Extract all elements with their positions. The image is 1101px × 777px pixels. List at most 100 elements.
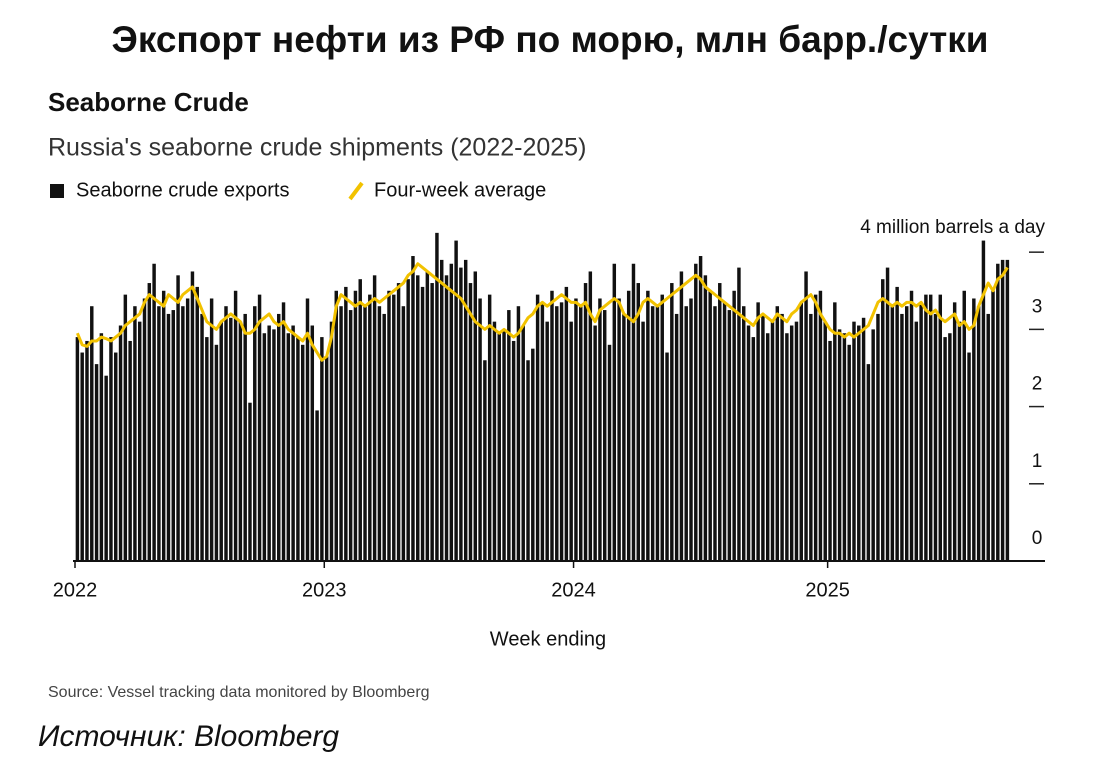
bar xyxy=(377,306,382,561)
bar xyxy=(919,302,923,561)
bar xyxy=(1005,259,1010,561)
bar xyxy=(396,283,401,561)
bar xyxy=(948,333,952,561)
bar xyxy=(248,402,252,561)
bar xyxy=(444,275,449,561)
bar xyxy=(449,263,454,561)
bar xyxy=(85,340,89,561)
bar xyxy=(962,290,966,561)
bar xyxy=(976,306,981,561)
bar xyxy=(382,313,386,561)
bar xyxy=(689,298,693,561)
bar xyxy=(924,294,928,561)
bar xyxy=(559,302,564,561)
bar xyxy=(526,360,530,561)
bar xyxy=(142,298,147,561)
bar xyxy=(914,321,919,561)
bar xyxy=(267,325,271,561)
bar xyxy=(895,286,899,561)
bar xyxy=(123,294,128,561)
bar xyxy=(80,352,84,561)
bar xyxy=(593,325,597,561)
bar xyxy=(205,337,209,561)
bar xyxy=(459,267,463,561)
bar xyxy=(392,294,396,561)
bar xyxy=(531,348,535,561)
bar xyxy=(804,271,808,561)
bar xyxy=(598,298,602,561)
bar xyxy=(636,283,640,561)
bar xyxy=(281,302,286,561)
bar xyxy=(972,298,976,561)
bar xyxy=(938,294,943,561)
y-tick-label: 0 xyxy=(1032,528,1043,549)
bar xyxy=(310,325,315,561)
bar xyxy=(837,329,842,561)
bar xyxy=(272,329,276,561)
x-tick-label: 2024 xyxy=(551,579,596,601)
bar xyxy=(425,271,430,561)
bar xyxy=(257,294,262,561)
bar xyxy=(794,321,799,561)
page-title: Экспорт нефти из РФ по морю, млн барр./с… xyxy=(112,19,989,60)
bar xyxy=(756,302,760,561)
bar xyxy=(550,290,554,561)
bar xyxy=(871,329,875,561)
bar xyxy=(296,337,300,561)
bar xyxy=(435,232,439,561)
bar xyxy=(521,325,525,561)
bar xyxy=(387,290,391,561)
bar xyxy=(430,283,434,561)
credit: Источник: Bloomberg xyxy=(38,720,339,753)
bar xyxy=(900,313,904,561)
bar xyxy=(492,321,497,561)
bar xyxy=(137,321,142,561)
bar xyxy=(737,267,741,561)
bar xyxy=(99,333,104,561)
bar xyxy=(420,286,425,561)
bar xyxy=(118,325,123,561)
bar xyxy=(363,306,367,561)
bar xyxy=(622,313,626,561)
bar xyxy=(190,271,195,561)
bar xyxy=(157,306,161,561)
bar xyxy=(665,352,669,561)
bar xyxy=(540,302,545,561)
bar xyxy=(770,321,775,561)
bar xyxy=(861,317,866,561)
bar xyxy=(775,306,780,561)
bar xyxy=(866,364,871,561)
bar xyxy=(300,344,305,561)
bar xyxy=(828,340,832,561)
bar xyxy=(574,298,578,561)
legend-swatch xyxy=(348,181,364,201)
bar xyxy=(952,302,957,561)
bar xyxy=(133,306,137,561)
bar xyxy=(785,333,789,561)
bar xyxy=(943,337,947,561)
bar xyxy=(109,337,113,561)
bar xyxy=(660,294,664,561)
bar xyxy=(617,298,621,561)
bar xyxy=(1000,259,1005,561)
bar xyxy=(847,344,851,561)
bar xyxy=(229,317,233,561)
bar xyxy=(626,290,631,561)
bar xyxy=(262,333,267,561)
bar xyxy=(128,340,132,561)
bar xyxy=(545,321,549,561)
bar xyxy=(219,321,223,561)
bar xyxy=(727,310,732,561)
x-tick-label: 2023 xyxy=(302,579,347,601)
bar xyxy=(305,298,310,561)
bar xyxy=(277,313,281,561)
bar xyxy=(957,321,962,561)
bar xyxy=(742,306,746,561)
bar xyxy=(315,410,319,561)
bar xyxy=(564,286,569,561)
bar xyxy=(90,306,94,561)
bar xyxy=(713,306,717,561)
legend-swatch xyxy=(50,184,64,198)
bar xyxy=(320,337,324,561)
